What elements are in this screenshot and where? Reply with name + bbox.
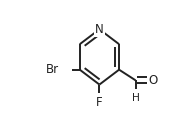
Text: H: H bbox=[132, 93, 139, 103]
Text: O: O bbox=[149, 74, 158, 87]
Text: Br: Br bbox=[45, 63, 59, 76]
Text: N: N bbox=[95, 23, 104, 36]
Text: F: F bbox=[96, 96, 103, 109]
